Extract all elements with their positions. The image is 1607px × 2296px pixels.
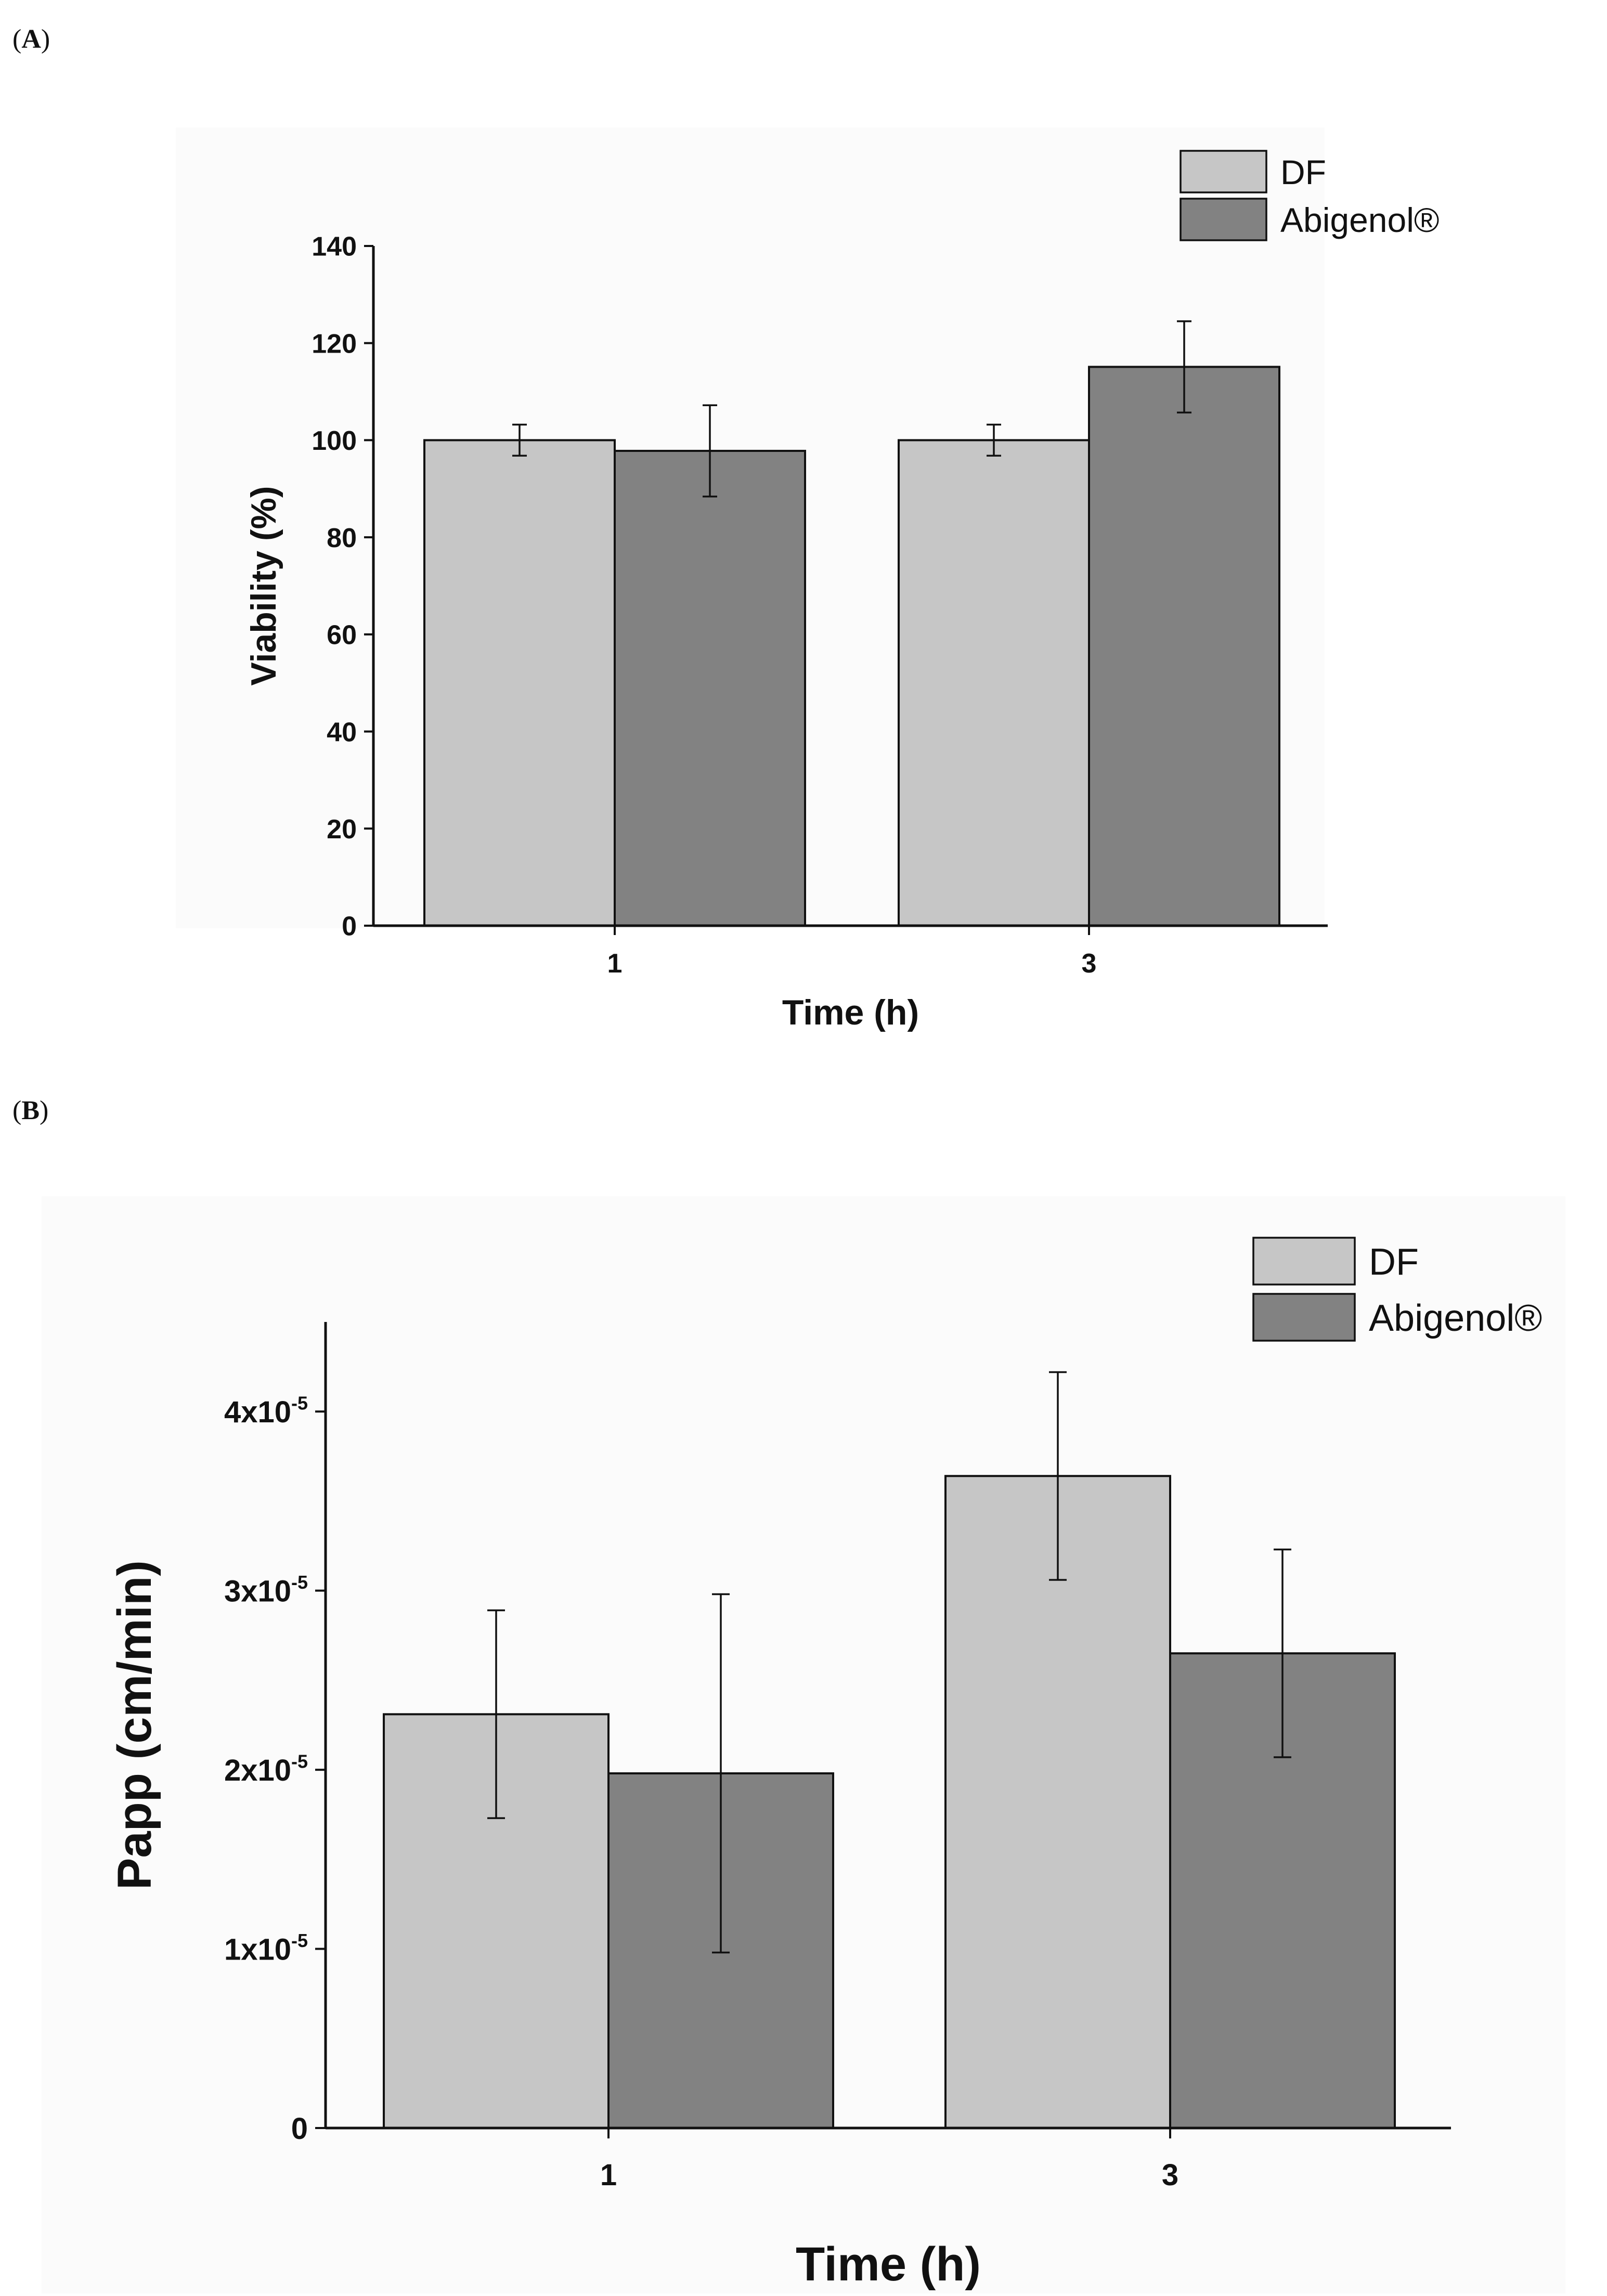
x-axis-title: Time (h) (782, 993, 919, 1032)
y-tick-label: 2x10-5 (224, 1751, 308, 1787)
error-bar-abigenol-t1 (712, 1593, 730, 1954)
y-tick-label: 80 (327, 523, 357, 553)
bar-df-t3 (944, 1475, 1171, 2129)
y-tick-label: 3x10-5 (224, 1572, 308, 1608)
x-tick-label-1: 1 (607, 949, 623, 979)
y-tick-label: 1x10-5 (224, 1930, 308, 1966)
x-axis-title: Time (h) (796, 2238, 981, 2291)
error-bar-df-t1 (487, 1609, 505, 1819)
y-tick-label: 40 (327, 717, 357, 747)
bar-df-t1 (423, 439, 616, 927)
panel-label-b: (B) (12, 1096, 49, 1125)
x-tick-label-3: 3 (1082, 949, 1097, 979)
bar-abigenol-t1 (614, 449, 806, 927)
bar-df-t3 (898, 439, 1090, 927)
y-tick-label: 120 (312, 329, 357, 359)
legend-label-abigenol: Abigenol® (1369, 1298, 1542, 1339)
y-tick-label: 0 (342, 912, 357, 942)
error-bar-df-t1 (512, 423, 527, 457)
chart-a: 0 20 40 60 80 100 120 140 1 3 Time (h) Viability (%… (176, 127, 1440, 1032)
legend-label-abigenol: Abigenol® (1280, 201, 1440, 239)
y-tick-label: 140 (312, 232, 357, 262)
chart-b: 0 1x10-5 2x10-5 3x10-5 4x10-5 1 3 Time (h) Papp … (42, 1196, 1565, 2293)
x-tick-label-3: 3 (1162, 2158, 1178, 2192)
y-tick-label: 0 (291, 2112, 308, 2146)
error-bar-df-t3 (1049, 1371, 1067, 1581)
bar-abigenol-t3 (1088, 366, 1280, 927)
legend-swatch-df (1252, 1237, 1356, 1286)
y-tick-label: 4x10-5 (224, 1393, 308, 1429)
legend-swatch-df (1180, 150, 1267, 193)
legend-swatch-abigenol (1252, 1293, 1356, 1342)
legend-label-df: DF (1280, 153, 1326, 191)
x-tick-label-1: 1 (600, 2158, 617, 2192)
error-bar-df-t3 (987, 423, 1001, 457)
legend-label-df: DF (1369, 1241, 1419, 1283)
error-bar-abigenol-t3 (1274, 1548, 1291, 1758)
panel-label-a: (A) (12, 24, 50, 54)
legend: DF Abigenol® (1252, 1237, 1542, 1342)
legend-swatch-abigenol (1180, 198, 1267, 241)
error-bar-abigenol-t3 (1177, 320, 1191, 413)
legend: DF Abigenol® (1180, 150, 1440, 241)
y-tick-label: 100 (312, 426, 357, 456)
y-axis-title: Papp (cm/min) (108, 1560, 161, 1890)
y-axis-title: Viability (%) (244, 486, 283, 685)
error-bar-abigenol-t1 (703, 404, 717, 498)
y-tick-label: 20 (327, 814, 357, 845)
y-tick-label: 60 (327, 620, 357, 651)
